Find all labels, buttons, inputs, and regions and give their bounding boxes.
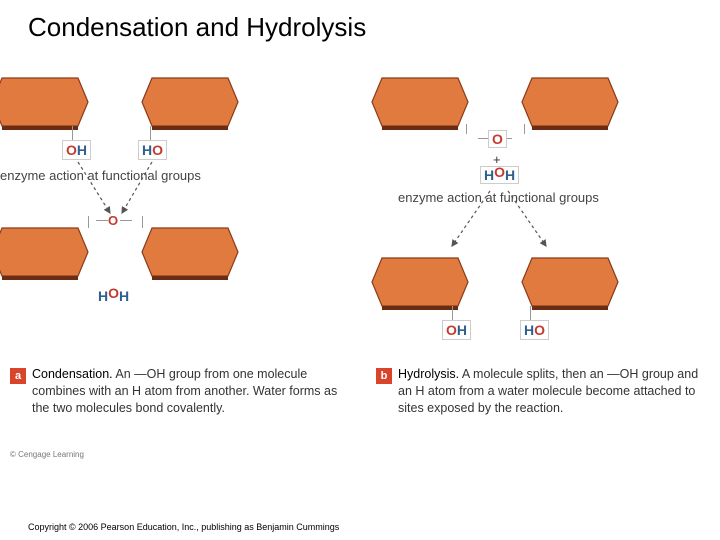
panel-a-caption: Condensation. An —OH group from one mole… [32,366,342,417]
chem-label-oh: OH [62,140,91,160]
chem-label-water-b: HOH [480,166,519,184]
page-title: Condensation and Hydrolysis [28,12,366,43]
panel-a-arrows [60,158,180,228]
connector [120,220,132,221]
panel-label-b: b [376,368,392,384]
panel-a-hex-bot-right [140,224,240,280]
connector [142,216,143,228]
chem-label-o-top: O [488,130,507,148]
cengage-credit: © Cengage Learning [10,450,84,459]
panel-b-hex-bot-left [370,254,470,310]
connector [88,216,89,228]
chem-label-water-a: HOH [98,288,129,304]
panel-a-hex-top-left [0,74,90,130]
connector [96,220,108,221]
copyright-line: Copyright © 2006 Pearson Education, Inc.… [28,522,339,532]
connector [466,124,467,134]
panel-b-caption: Hydrolysis. A molecule splits, then an —… [398,366,708,417]
chem-label-o-bridge: O [108,212,118,228]
connector [530,306,531,320]
panel-a-hex-top-right [140,74,240,130]
chem-label-ho: HO [138,140,167,160]
connector [524,124,525,134]
panel-b-hex-top-right [520,74,620,130]
panel-label-a: a [10,368,26,384]
panel-a-hex-bot-left [0,224,90,280]
caption-title-a: Condensation. [32,367,113,381]
caption-title-b: Hydrolysis. [398,367,459,381]
panel-b-arrows [430,186,570,256]
panel-b-hex-top-left [370,74,470,130]
chem-label-ho-b: HO [520,320,549,340]
chem-label-oh-b: OH [442,320,471,340]
connector [478,138,488,139]
connector [452,306,453,320]
panel-b-hex-bot-right [520,254,620,310]
